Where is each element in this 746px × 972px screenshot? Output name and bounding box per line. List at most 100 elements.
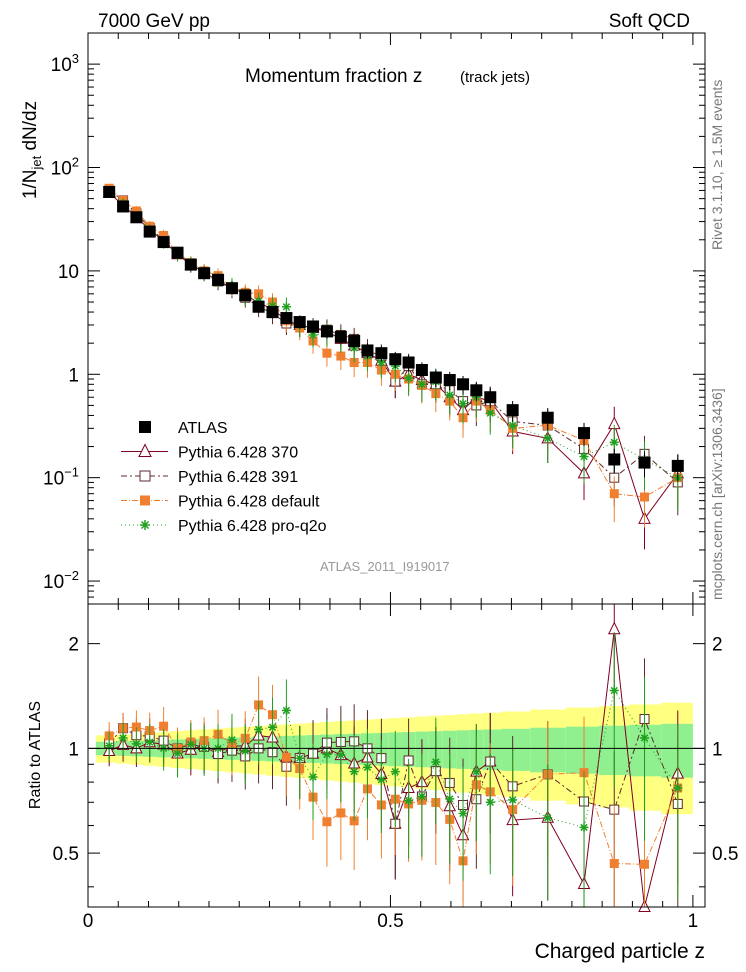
data-point [458,399,468,409]
data-point [506,404,519,417]
data-point [212,273,225,286]
ratio-point [281,752,291,762]
ratio-point [445,794,455,804]
ratio-point [609,859,619,869]
ratio-point [607,621,621,635]
legend-marker [138,443,152,457]
data-point [609,489,619,499]
legend-marker [140,520,150,530]
ratio-series [102,604,685,912]
data-point [348,334,361,347]
data-point [198,267,211,280]
data-point [320,325,333,338]
ratio-point [485,797,495,807]
main-plot-panel: 10−2 10−1 1 10 102 103 Momentum fraction z (t… [20,32,706,605]
data-point [184,258,197,271]
data-point [543,433,553,443]
y-tick-label: 10−1 [43,465,79,490]
legend-entry: Pythia 6.428 pro-q2o [121,518,327,535]
data-point [608,453,621,466]
ratio-point [336,808,346,818]
ratio-point [131,739,141,749]
legend-marker [139,421,151,433]
ratio-point [131,722,141,732]
data-point [415,364,428,377]
top-series [102,183,685,550]
series-2 [104,185,683,516]
y-tick-label: 10−2 [43,568,79,593]
plot-title: Momentum fraction z [245,66,422,87]
ratio-point [458,808,468,818]
ratio-point [104,741,114,751]
y-tick-label: 103 [51,51,79,76]
data-point [443,374,456,387]
legend-label: ATLAS [178,420,228,437]
legend-label: Pythia 6.428 pro-q2o [178,518,327,535]
ratio-band-inner [456,730,470,769]
xlabel: Charged particle z [535,940,705,963]
data-point [671,459,684,472]
data-point [579,452,589,462]
ratio-y-tick-label-right: 0.5 [712,844,738,865]
ratio-point [640,859,650,869]
data-point [541,411,554,424]
data-point [429,371,442,384]
data-point [322,348,332,358]
ratio-point [508,795,518,805]
ratio-point [173,748,183,758]
ratio-point [404,796,414,806]
legend-entry: Pythia 6.428 370 [121,443,298,462]
ratio-point [390,767,400,777]
data-point [375,347,388,360]
y-tick-label: 10 [58,262,79,283]
ratio-series-4 [104,632,683,907]
analysis-watermark: ATLAS_2011_I919017 [320,559,450,574]
data-point [130,211,143,224]
ratio-y-tick-label-right: 1 [712,739,723,760]
ratio-band-inner [565,726,600,774]
data-point [159,230,169,240]
data-point [638,456,651,469]
legend-entry: Pythia 6.428 default [121,494,320,511]
legend-marker [140,495,150,506]
ratio-point [349,767,359,777]
ratio-point [579,822,589,832]
data-point [252,300,265,313]
data-point [361,344,374,357]
data-point [157,236,170,249]
data-point [103,185,116,198]
legend-label: Pythia 6.428 391 [178,469,298,486]
ratio-point [417,791,427,801]
data-point [389,353,402,366]
ratio-point [145,737,155,747]
ratio-point [281,705,291,715]
top-ylabel: 1/Njet dN/dz [20,101,44,199]
ratio-axis-ticks: 0 0.5 1 0.5 0.5 1 1 2 2 [53,604,738,932]
data-point [143,225,156,238]
data-point [308,330,318,340]
legend-entry: Pythia 6.428 391 [121,469,298,486]
data-point [445,390,455,400]
data-point [225,282,238,295]
ratio-band-inner [629,724,662,777]
ratio-point [254,724,264,734]
legend-entry: ATLAS [139,420,228,437]
legend: ATLAS Pythia 6.428 370 Pythia 6.428 391 Pyt… [121,420,327,535]
data-point [417,379,427,389]
ratio-point [267,722,277,732]
ratio-point [431,757,441,767]
ratio-point [308,772,318,782]
data-point [457,378,470,391]
ratio-point [609,686,619,696]
series-line [108,189,679,483]
data-point [508,420,518,430]
ratio-point [471,767,481,777]
ratio-y-tick-label: 2 [68,635,79,656]
ratio-point [543,813,553,823]
data-point [171,246,184,259]
series-line [108,187,679,498]
ratio-point [118,733,128,743]
y-tick-label: 102 [51,155,79,180]
ratio-point [240,746,250,756]
y-tick-label: 1 [68,365,79,386]
